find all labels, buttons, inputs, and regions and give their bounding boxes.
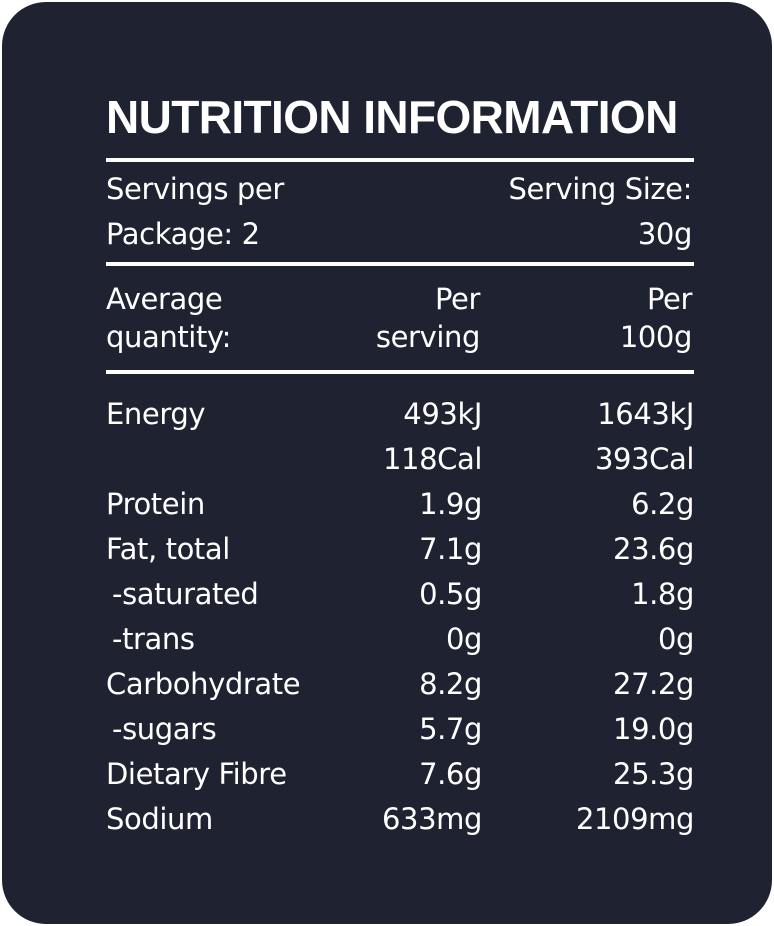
servings-per-package-line1: Servings per bbox=[106, 172, 284, 206]
serving-size-line2: 30g bbox=[637, 217, 693, 251]
per-serving-value: 5.7g bbox=[419, 712, 482, 746]
nutrient-name: Sodium bbox=[106, 802, 213, 836]
serving-size-line1: Serving Size: bbox=[508, 172, 693, 206]
panel-title: NUTRITION INFORMATION bbox=[106, 91, 678, 143]
per-100g-value: 0g bbox=[657, 622, 694, 656]
nutrient-row-saturated: -saturated 0.5g 1.8g bbox=[106, 575, 694, 620]
servings-divider bbox=[106, 262, 694, 266]
average-quantity-line2: quantity: bbox=[106, 320, 231, 354]
per-serving-header-line1: Per bbox=[434, 282, 480, 316]
per-100g-value: 2109mg bbox=[575, 802, 694, 836]
per-serving-value: 633mg bbox=[381, 802, 482, 836]
nutrient-row-sugars: -sugars 5.7g 19.0g bbox=[106, 710, 694, 755]
nutrient-row-sodium: Sodium 633mg 2109mg bbox=[106, 800, 694, 845]
per-100g-value: 25.3g bbox=[613, 757, 694, 791]
per-serving-value: 493kJ bbox=[403, 397, 482, 431]
nutrient-row-carbohydrate: Carbohydrate 8.2g 27.2g bbox=[106, 665, 694, 710]
per-serving-header-line2: serving bbox=[375, 320, 480, 354]
nutrient-table: Energy 493kJ 1643kJ 118Cal 393Cal Protei… bbox=[106, 395, 694, 845]
nutrient-row-energy-cal: 118Cal 393Cal bbox=[106, 440, 694, 485]
nutrient-row-dietary-fibre: Dietary Fibre 7.6g 25.3g bbox=[106, 755, 694, 800]
nutrient-row-protein: Protein 1.9g 6.2g bbox=[106, 485, 694, 530]
per-serving-value: 118Cal bbox=[382, 442, 482, 476]
per-100g-value: 6.2g bbox=[631, 487, 694, 521]
per-serving-value: 0g bbox=[445, 622, 482, 656]
nutrient-name: Energy bbox=[106, 397, 206, 431]
nutrient-name: Fat, total bbox=[106, 532, 230, 566]
title-divider bbox=[106, 158, 694, 162]
per-100g-value: 1.8g bbox=[631, 577, 694, 611]
nutrient-row-trans: -trans 0g 0g bbox=[106, 620, 694, 665]
per-100g-value: 19.0g bbox=[613, 712, 694, 746]
per-100g-header-line2: 100g bbox=[619, 320, 693, 354]
servings-per-package-line2: Package: 2 bbox=[106, 217, 260, 251]
nutrient-row-energy-kj: Energy 493kJ 1643kJ bbox=[106, 395, 694, 440]
nutrient-name: Dietary Fibre bbox=[106, 757, 287, 791]
per-serving-value: 1.9g bbox=[419, 487, 482, 521]
nutrient-name: -trans bbox=[112, 622, 195, 656]
per-100g-value: 393Cal bbox=[594, 442, 694, 476]
nutrient-row-fat-total: Fat, total 7.1g 23.6g bbox=[106, 530, 694, 575]
per-serving-value: 0.5g bbox=[419, 577, 482, 611]
per-100g-value: 1643kJ bbox=[597, 397, 694, 431]
header-divider bbox=[106, 370, 694, 374]
per-100g-value: 27.2g bbox=[613, 667, 694, 701]
per-serving-value: 7.1g bbox=[419, 532, 482, 566]
nutrient-name: -saturated bbox=[112, 577, 259, 611]
per-serving-value: 8.2g bbox=[419, 667, 482, 701]
per-serving-value: 7.6g bbox=[419, 757, 482, 791]
per-100g-value: 23.6g bbox=[613, 532, 694, 566]
average-quantity-line1: Average bbox=[106, 282, 223, 316]
nutrient-name: Carbohydrate bbox=[106, 667, 301, 701]
nutrient-name: Protein bbox=[106, 487, 205, 521]
per-100g-header-line1: Per bbox=[646, 282, 692, 316]
nutrient-name: -sugars bbox=[112, 712, 217, 746]
